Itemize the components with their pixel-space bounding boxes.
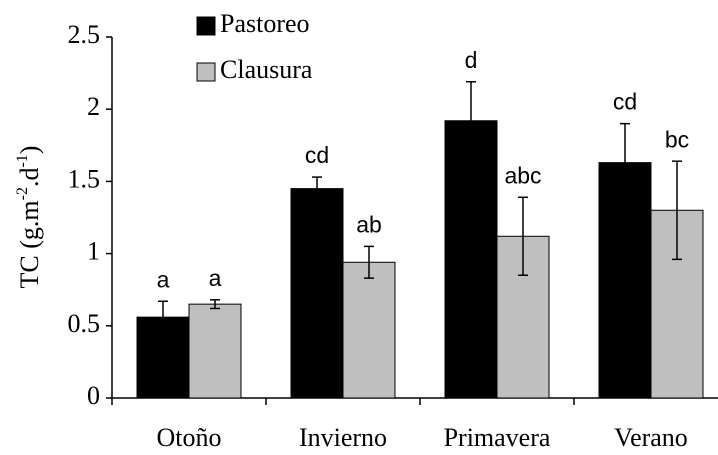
y-tick-label: 0.5 [68,309,101,338]
y-tick-label: 1 [87,237,100,266]
y-tick-label: 0 [87,381,100,410]
legend-label: Pastoreo [220,9,310,38]
y-label-sup: -2 [14,187,31,200]
significance-letter: bc [665,126,689,152]
significance-letter: d [465,47,478,73]
y-label-part: .d [15,168,44,188]
y-label-part: TC (g.m [15,200,44,288]
y-tick-label: 1.5 [68,164,101,193]
x-tick-label: Verano [614,423,688,452]
bar [188,303,242,399]
significance-letter: cd [613,89,637,115]
significance-letter: abc [504,162,541,188]
y-label-part: ) [15,146,44,155]
significance-letter: a [209,265,222,291]
legend-label: Clausura [220,55,313,84]
y-axis-label: TC (g.m-2.d-1) [14,146,44,289]
x-tick-label: Primavera [444,423,551,452]
y-tick-label: 2.5 [68,20,101,49]
y-label-sup: -1 [14,154,31,167]
significance-letter: ab [356,211,382,237]
y-tick-label: 2 [87,92,100,121]
bar [342,261,396,399]
x-tick-label: Invierno [299,423,387,452]
significance-letter: cd [305,142,329,168]
significance-letter: a [157,266,170,292]
x-tick-label: Otoño [157,423,222,452]
legend-swatch [196,16,216,36]
bar [444,120,498,399]
legend-swatch [196,62,216,82]
bar [290,188,344,399]
